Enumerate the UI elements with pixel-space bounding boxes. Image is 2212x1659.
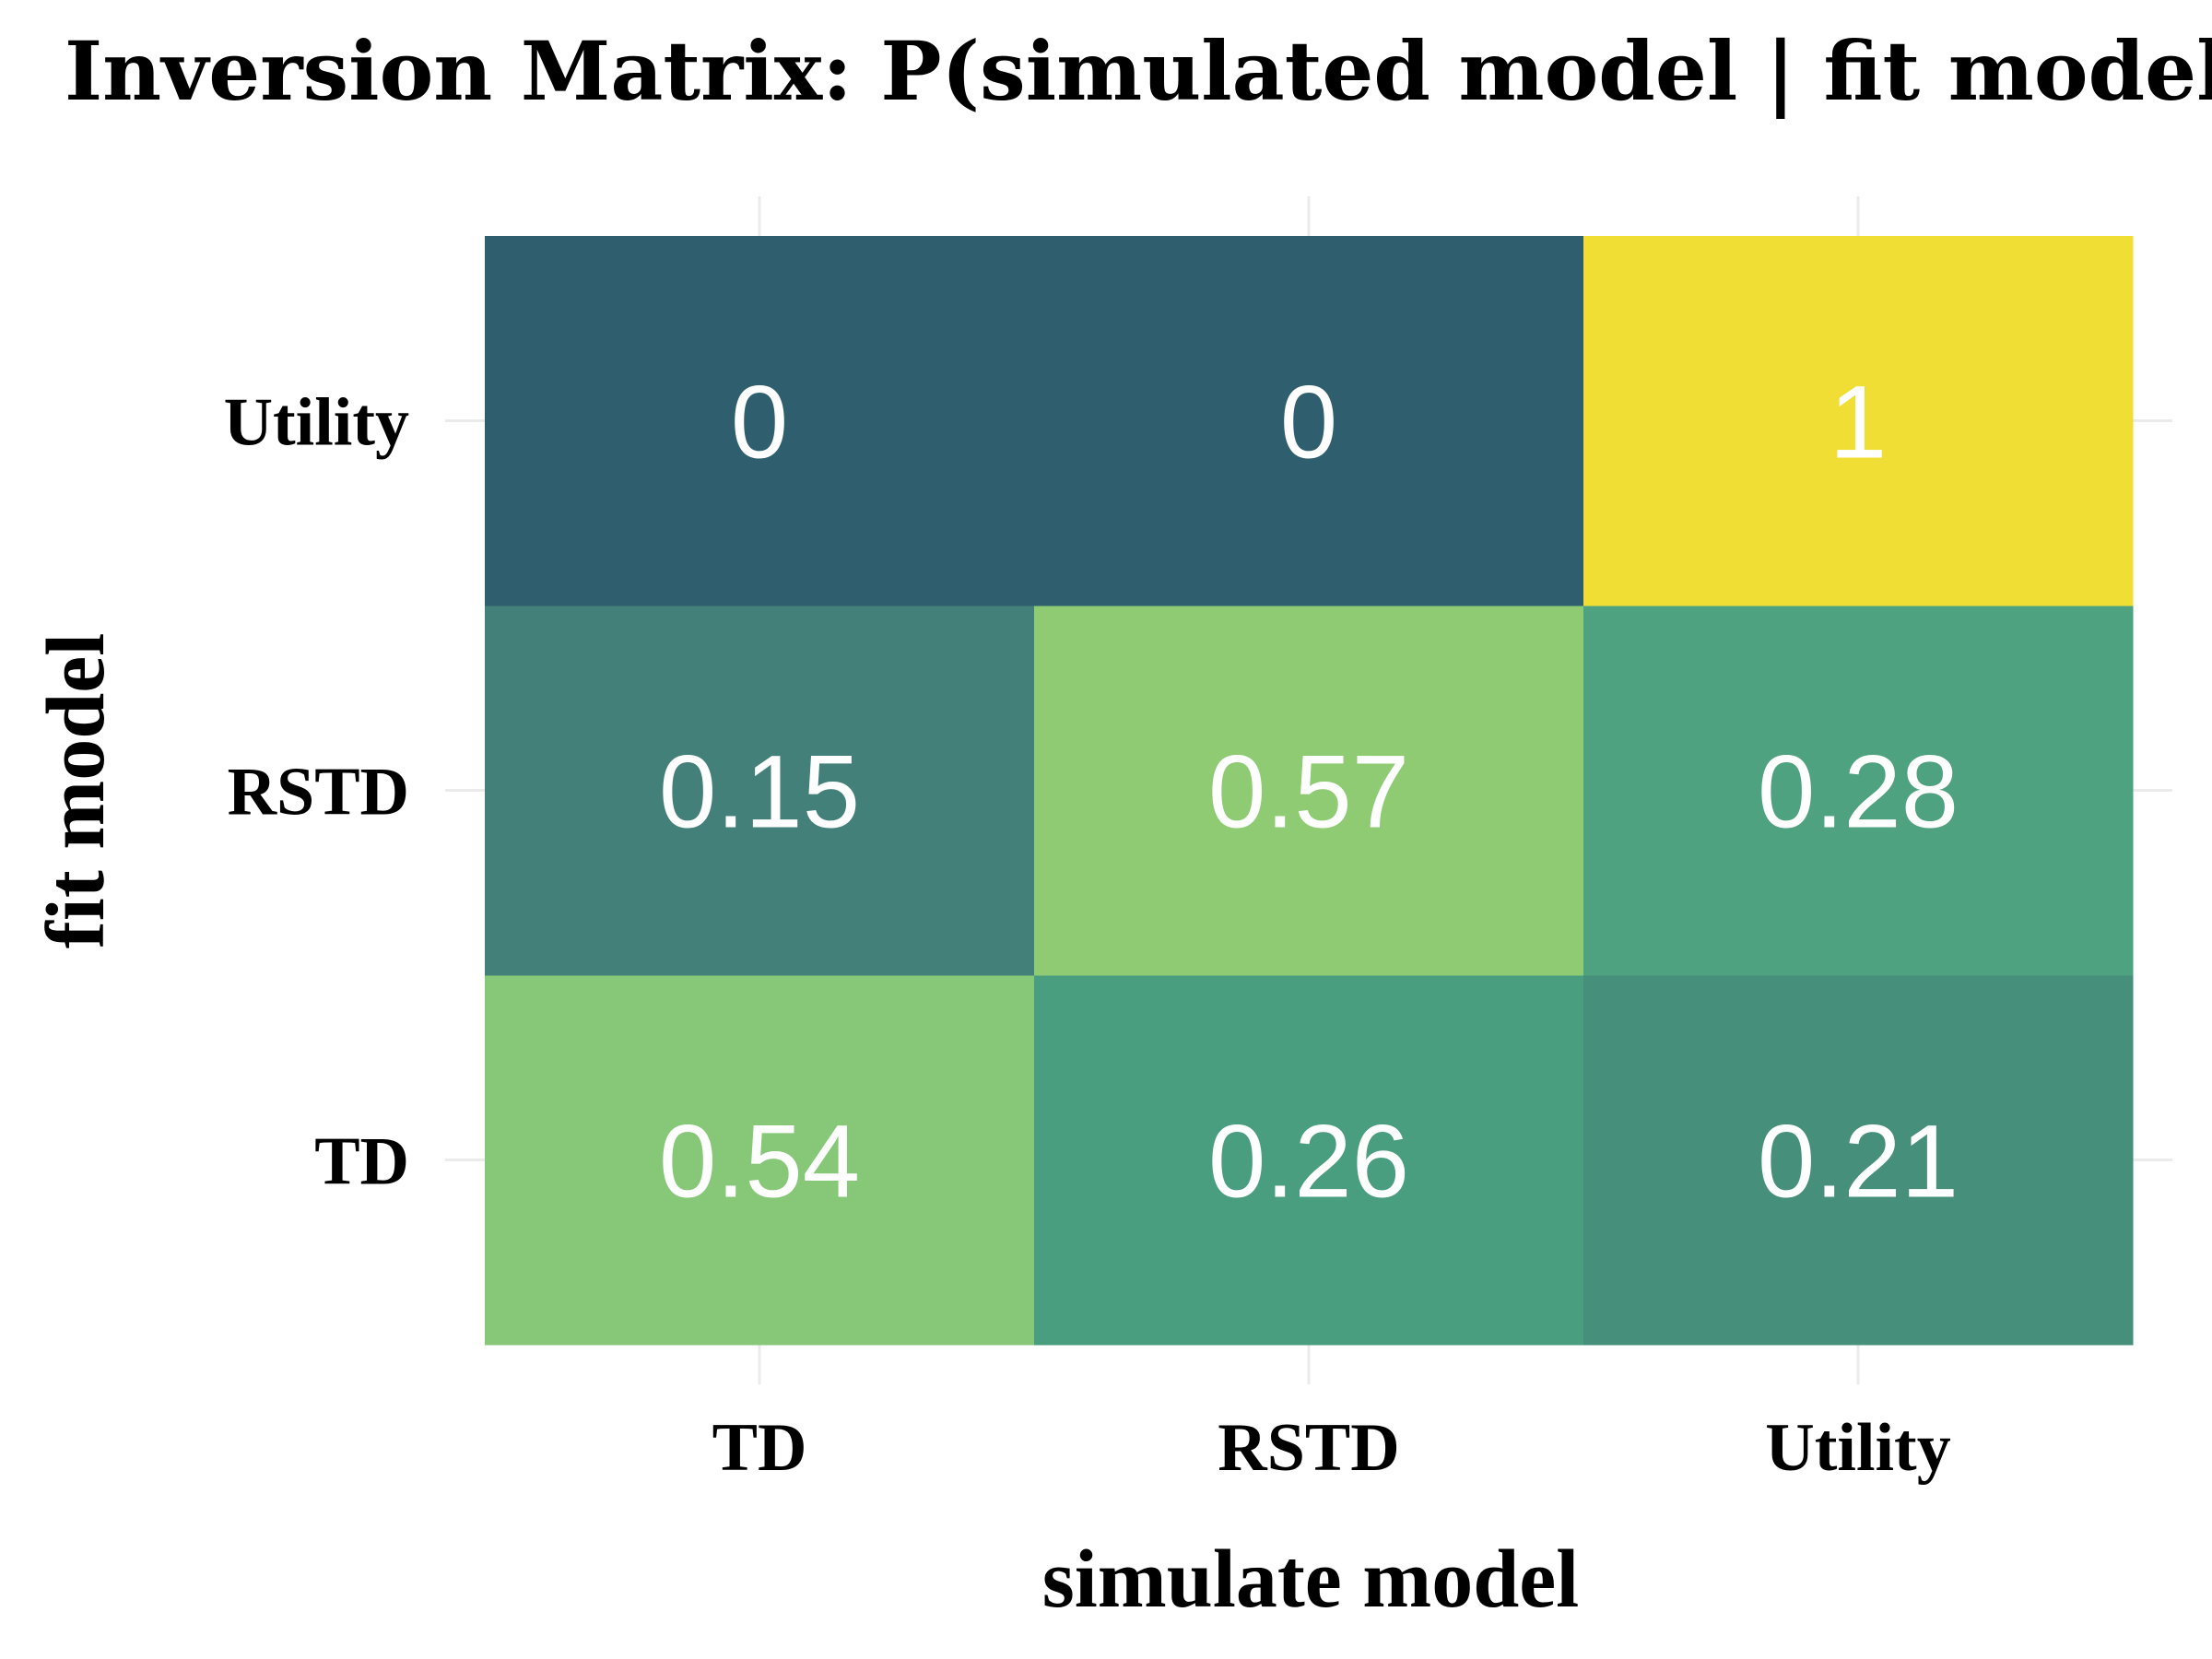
y-tick-label: TD: [314, 1124, 409, 1200]
heatmap-cell: [1034, 606, 1584, 976]
y-tick-label: Utility: [224, 385, 409, 461]
heatmap-cell: [485, 975, 1035, 1346]
axis-ticks: TD RSTD Utility TD RSTD Utility: [224, 385, 1951, 1487]
cell-value-label: 1: [1830, 365, 1887, 480]
y-tick-label: RSTD: [228, 755, 409, 830]
cell-value-label: 0.26: [1208, 1104, 1409, 1219]
y-axis-title: fit model: [30, 633, 122, 948]
x-axis-title: simulate model: [1042, 1534, 1579, 1625]
cell-value-label: 0: [1280, 365, 1337, 480]
cell-value-label: 0.15: [659, 735, 860, 850]
heatmap-cell: [1034, 975, 1584, 1346]
cell-value-label: 0.28: [1758, 735, 1959, 850]
x-tick-label: Utility: [1765, 1410, 1950, 1486]
heatmap-cell: [1583, 606, 2134, 976]
cell-value-label: 0.21: [1758, 1104, 1959, 1219]
cell-value-label: 0: [731, 365, 788, 480]
x-tick-label: TD: [712, 1410, 807, 1486]
heatmap-cell: [1034, 236, 1584, 606]
heatmap-cell: [1583, 975, 2134, 1346]
heatmap-cell: [485, 606, 1035, 976]
heatmap-cells: 0.54 0.26 0.21 0.15 0.57 0.28 0 0 1: [485, 236, 2134, 1346]
cell-value-label: 0.54: [659, 1104, 860, 1219]
heatmap-cell: [1583, 236, 2134, 606]
heatmap-cell: [485, 236, 1035, 606]
chart-title: Inversion Matrix: P(simulated model | fi…: [65, 23, 2212, 119]
x-tick-label: RSTD: [1218, 1410, 1399, 1486]
cell-value-label: 0.57: [1208, 735, 1409, 850]
